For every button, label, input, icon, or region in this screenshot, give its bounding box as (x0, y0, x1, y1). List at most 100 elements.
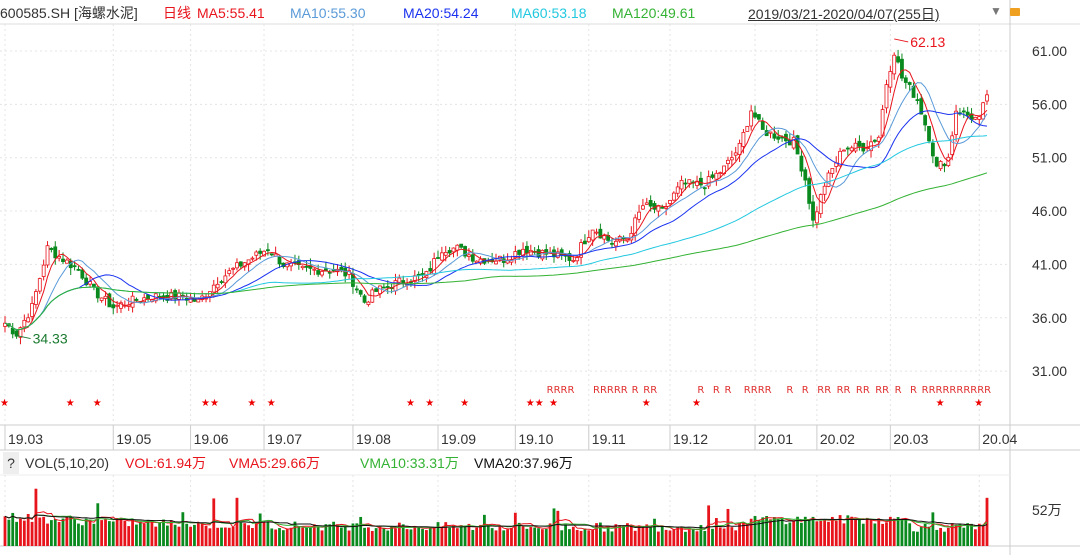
candle-body (919, 98, 924, 115)
period-label[interactable]: 日线 (163, 5, 191, 21)
candle-body (896, 56, 900, 63)
volume-bar (80, 525, 84, 546)
candle-body (575, 256, 580, 262)
volume-bar (610, 531, 614, 546)
volume-bar (738, 522, 741, 546)
volume-bar (355, 523, 359, 546)
candle-body (428, 268, 433, 272)
candle-body (223, 275, 228, 284)
volume-bar (227, 527, 231, 546)
volume-bar (865, 517, 869, 546)
volume-bar (548, 523, 552, 546)
vma10-value: VMA10:33.31万 (360, 455, 459, 471)
vol-indicator-name[interactable]: VOL(5,10,20) (25, 455, 110, 471)
candle-body (401, 280, 406, 284)
volume-bar (834, 520, 838, 546)
candle-body (845, 147, 850, 150)
candle-body (714, 172, 719, 180)
volume-bar (966, 523, 970, 546)
volume-bar (521, 526, 525, 546)
dropdown-triangle-icon[interactable]: ▼ (990, 4, 1002, 18)
candle-body (683, 182, 688, 185)
candle-body (892, 54, 897, 75)
candle-body (641, 205, 645, 210)
candle-body (378, 285, 382, 295)
volume-bar (428, 527, 432, 546)
candle-body (362, 295, 367, 303)
volume-bar (974, 529, 977, 546)
date-range-selector[interactable]: 2019/03/21-2020/04/07(255日) (748, 6, 940, 22)
candle-body (463, 246, 467, 257)
candle-body (436, 257, 440, 259)
candle-body (710, 174, 715, 178)
candle-body (745, 126, 750, 132)
volume-bar (444, 522, 448, 546)
volume-bar (827, 521, 830, 546)
candle-body (134, 298, 139, 301)
date-tick-label: 20.04 (982, 431, 1017, 447)
volume-bar (336, 524, 339, 546)
volume-bar (38, 517, 42, 546)
star-marker-icon: ★ (425, 398, 434, 409)
candle-body (675, 186, 680, 194)
help-button[interactable]: ? (3, 452, 19, 474)
price-tick-label: 61.00 (1032, 43, 1067, 59)
candle-body (637, 211, 641, 220)
star-marker-icon: ★ (406, 398, 415, 409)
volume-bar (637, 525, 641, 546)
candle-body (590, 229, 595, 241)
candle-body (300, 265, 305, 269)
volume-bar (274, 529, 278, 546)
candle-body (115, 304, 120, 307)
volume-bar (753, 516, 757, 546)
annotation-leader (894, 38, 909, 43)
candle-body (950, 135, 955, 155)
candle-body (776, 136, 781, 140)
volume-bar (850, 516, 854, 546)
volume-bar (544, 529, 548, 546)
candle-body (768, 131, 773, 134)
chart-header: 600585.SH [海螺水泥] 日线 MA5:55.41 MA10:55.30… (0, 0, 1010, 24)
volume-bar (316, 526, 320, 546)
volume-bar (660, 526, 664, 546)
volume-bar (718, 527, 722, 546)
candle-body (14, 330, 19, 337)
symbol-label[interactable]: 600585.SH [海螺水泥] (0, 5, 138, 21)
ma5-value: MA5:55.41 (197, 5, 265, 21)
volume-bar (15, 521, 18, 546)
candle-body (316, 270, 321, 275)
volume-bar (53, 519, 57, 546)
candle-body (934, 156, 939, 167)
volume-bar (722, 528, 726, 546)
candle-body (231, 267, 236, 270)
volume-bar (614, 524, 618, 546)
volume-bar (687, 529, 691, 546)
candle-body (76, 268, 81, 271)
candle-body (903, 77, 908, 83)
date-tick-label: 19.10 (518, 431, 553, 447)
candle-body (811, 201, 815, 221)
volume-bar (77, 523, 80, 546)
volume-bar (815, 521, 819, 546)
volume-bar (459, 525, 463, 546)
volume-bar (34, 488, 38, 546)
volume-bar (800, 522, 803, 546)
volume-bar (332, 521, 336, 546)
volume-bar (954, 524, 958, 546)
volume-bar (904, 519, 908, 546)
volume-bar (653, 518, 656, 546)
volume-bar (537, 528, 540, 546)
candle-body (34, 291, 38, 305)
volume-bar (664, 529, 668, 546)
candle-body (103, 295, 108, 299)
r-marker: R (724, 385, 731, 396)
lock-icon[interactable] (1010, 8, 1020, 16)
candle-body (671, 192, 676, 201)
candle-body (196, 298, 201, 303)
volume-bar (486, 525, 490, 546)
volume-bar (324, 524, 328, 546)
volume-bar (100, 520, 104, 546)
volume-bar (57, 522, 61, 546)
